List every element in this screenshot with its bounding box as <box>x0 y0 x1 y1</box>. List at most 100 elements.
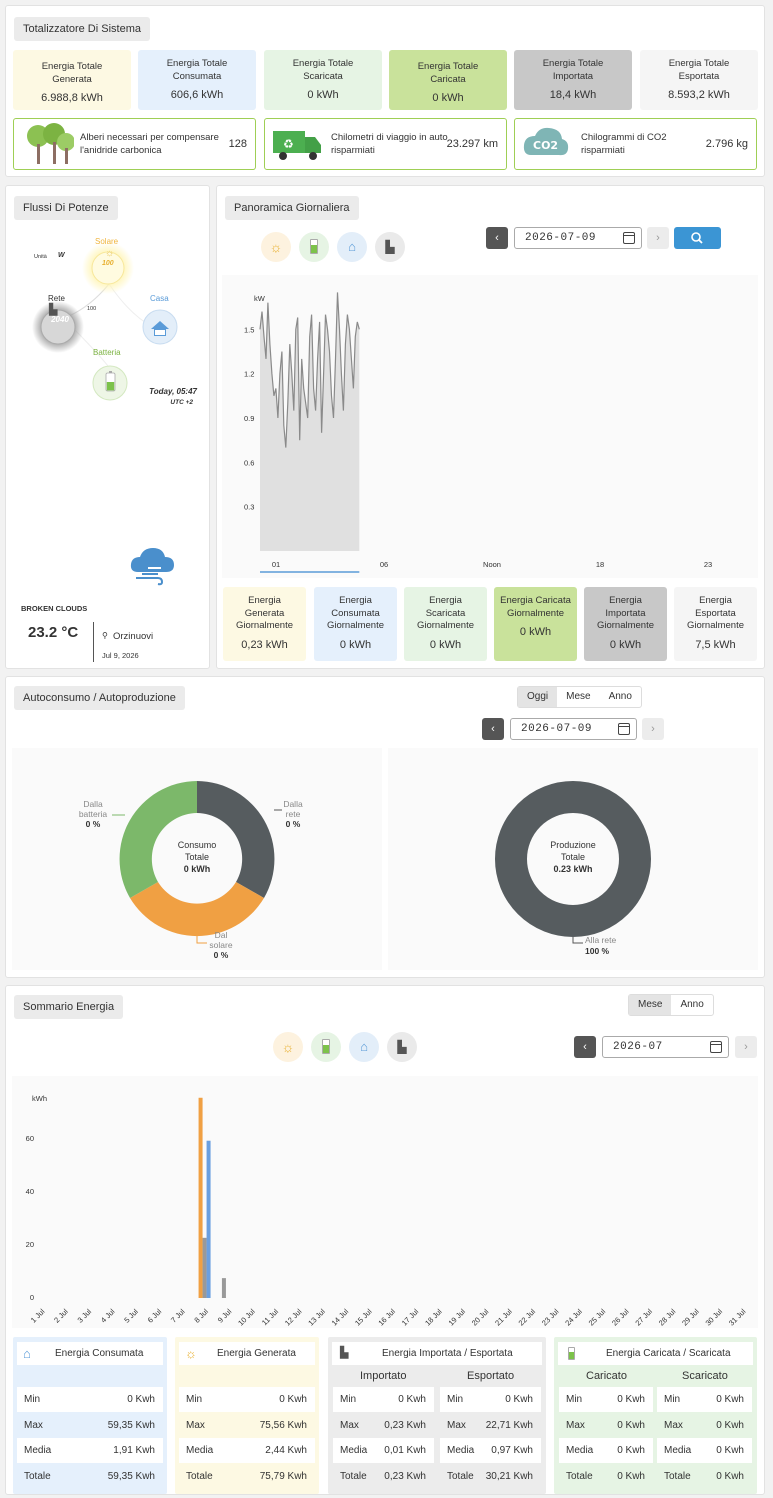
summary-row: Totale 0 Kwh <box>657 1463 752 1489</box>
period-year[interactable]: Anno <box>608 691 632 702</box>
total-card-label: Energia Totale Scaricata <box>292 58 354 82</box>
summary-row-label: Min <box>340 1394 357 1405</box>
summary-row-value: 75,79 Kwh <box>259 1470 307 1482</box>
daily-prev-button[interactable]: ‹ <box>486 227 508 249</box>
daily-card-label: Energia Generata Giornalmente <box>235 595 294 631</box>
x-tick-label: 31 Jul <box>727 1307 748 1328</box>
self-date-input[interactable]: 2026-07-09 <box>510 718 637 740</box>
x-tick-label: 18 <box>596 560 604 569</box>
summary-date-value: 2026-07 <box>613 1041 663 1053</box>
env-label: Chilogrammi di CO2 risparmiati <box>581 132 667 156</box>
filter-grid-button[interactable]: ▙ <box>375 232 405 262</box>
env-card: ♻ Chilometri di viaggio in auto risparmia… <box>264 118 507 170</box>
x-tick-label: 28 Jul <box>657 1307 678 1328</box>
summary-row: Media 2,44 Kwh <box>179 1438 315 1463</box>
period-year[interactable]: Anno <box>680 999 704 1010</box>
bar <box>206 1140 211 1298</box>
daily-date-value: 2026-07-09 <box>525 232 597 244</box>
summary-row: Totale 75,79 Kwh <box>179 1463 315 1489</box>
self-next-button[interactable]: › <box>642 718 664 740</box>
summary-column-header: ☼ Energia Generata <box>179 1342 315 1365</box>
consumo-value: 0 kWh <box>183 864 211 874</box>
summary-row-value: 0,23 Kwh <box>384 1419 426 1431</box>
bar <box>198 1097 203 1298</box>
filter-battery-button[interactable] <box>299 232 329 262</box>
summary-row: Max 0 Kwh <box>657 1412 752 1438</box>
x-tick-label: 06 <box>380 560 388 569</box>
summary-row-label: Totale <box>664 1470 691 1482</box>
consumption-donut-area: Consumo Totale 0 kWh Dalla batteria 0 % … <box>12 748 382 970</box>
co2-icon: CO2 <box>521 125 571 170</box>
summary-prev-button[interactable]: ‹ <box>574 1036 596 1058</box>
total-card: Energia Totale Importata 18,4 kWh <box>514 50 632 110</box>
x-tick-label: 20 Jul <box>470 1307 491 1328</box>
summary-filter-battery[interactable] <box>311 1032 341 1062</box>
solar-pct: 0 % <box>213 950 229 960</box>
summary-column-title: Energia Consumata <box>55 1348 144 1359</box>
summary-row-label: Max <box>24 1419 43 1431</box>
daily-chart: kW 0.3 0.6 0.9 1.2 1.5 01 06 Noon 18 23 <box>244 292 712 573</box>
y-tick-label: 1.5 <box>244 325 254 334</box>
svg-text:♻: ♻ <box>283 137 294 151</box>
summary-row-label: Min <box>566 1394 583 1405</box>
home-label: Casa <box>150 294 169 303</box>
filter-solar-button[interactable]: ☼ <box>261 232 291 262</box>
daily-next-button[interactable]: › <box>647 227 669 249</box>
x-tick-label: 9 Jul <box>216 1307 234 1325</box>
self-period-toggle: Oggi Mese Anno <box>517 686 642 708</box>
svg-text:CO2: CO2 <box>533 139 558 152</box>
period-today[interactable]: Oggi <box>518 687 558 707</box>
summary-row-label: Min <box>186 1394 203 1405</box>
bar <box>221 1278 226 1298</box>
total-card-value: 18,4 kWh <box>549 89 597 101</box>
prod-value: 0.23 kWh <box>553 864 593 874</box>
self-prev-button[interactable]: ‹ <box>482 718 504 740</box>
summary-row-value: 0 Kwh <box>617 1419 645 1431</box>
summary-date-input[interactable]: 2026-07 <box>602 1036 729 1058</box>
daily-date-input[interactable]: 2026-07-09 <box>514 227 642 249</box>
daily-card: Energia Scaricata Giornalmente 0 kWh <box>404 587 487 661</box>
summary-row-value: 1,91 Kwh <box>113 1445 155 1456</box>
daily-search-button[interactable] <box>674 227 721 249</box>
summary-filter-grid[interactable]: ▙ <box>387 1032 417 1062</box>
period-month[interactable]: Mese <box>629 995 672 1015</box>
total-card-label: Energia Totale Consumata <box>166 58 228 82</box>
filter-home-button[interactable]: ⌂ <box>337 232 367 262</box>
summary-row-value: 2,44 Kwh <box>265 1445 307 1456</box>
flows-title: Flussi Di Potenze <box>14 196 118 220</box>
x-tick-label: 24 Jul <box>563 1307 584 1328</box>
period-month[interactable]: Mese <box>566 691 591 702</box>
total-card-value: 606,6 kWh <box>170 89 224 101</box>
x-tick-label: 7 Jul <box>169 1307 187 1325</box>
summary-row: Max 0 Kwh <box>559 1412 653 1438</box>
truck-icon: ♻ <box>271 125 323 170</box>
summary-battery: Energia Caricata / Scaricata Caricato Scar… <box>554 1337 757 1494</box>
summary-chart-area: kWh 0 20 40 60 1 Jul 2 Jul 3 Jul 4 Jul 5 Jul 6 Jul… <box>12 1076 758 1328</box>
consumo-title: Consumo <box>177 840 217 850</box>
weather-date: Jul 9, 2026 <box>102 651 139 660</box>
series-area <box>260 292 360 551</box>
summary-next-button[interactable]: › <box>735 1036 757 1058</box>
solar-label-1: Dal <box>214 930 228 940</box>
battery-pct: 0 % <box>85 819 101 829</box>
summary-filter-home[interactable]: ⌂ <box>349 1032 379 1062</box>
x-tick-label: 25 Jul <box>587 1307 608 1328</box>
x-tick-label: 2 Jul <box>52 1307 70 1325</box>
battery-fill <box>569 1352 574 1359</box>
consumption-donut <box>112 781 282 944</box>
summary-row: Min 0 Kwh <box>333 1387 434 1412</box>
y-unit-label: kW <box>254 294 266 303</box>
series-line <box>259 292 360 448</box>
x-tick-label: 01 <box>272 560 280 569</box>
x-tick-label: 10 Jul <box>236 1307 257 1328</box>
summary-row-value: 0 Kwh <box>716 1470 744 1482</box>
grid-label-2: rete <box>285 809 301 819</box>
x-tick-label: 17 Jul <box>400 1307 421 1328</box>
total-card-value: 6.988,8 kWh <box>41 92 103 104</box>
summary-filter-solar[interactable]: ☼ <box>273 1032 303 1062</box>
summary-import-export: ▙ Energia Importata / Esportata Importato E… <box>328 1337 546 1494</box>
summary-row: Totale 30,21 Kwh <box>440 1463 541 1489</box>
flow-time: Today, 05:47 <box>149 387 197 396</box>
solar-label: Solare <box>95 237 119 246</box>
sun-icon: ☼ <box>185 1346 197 1361</box>
